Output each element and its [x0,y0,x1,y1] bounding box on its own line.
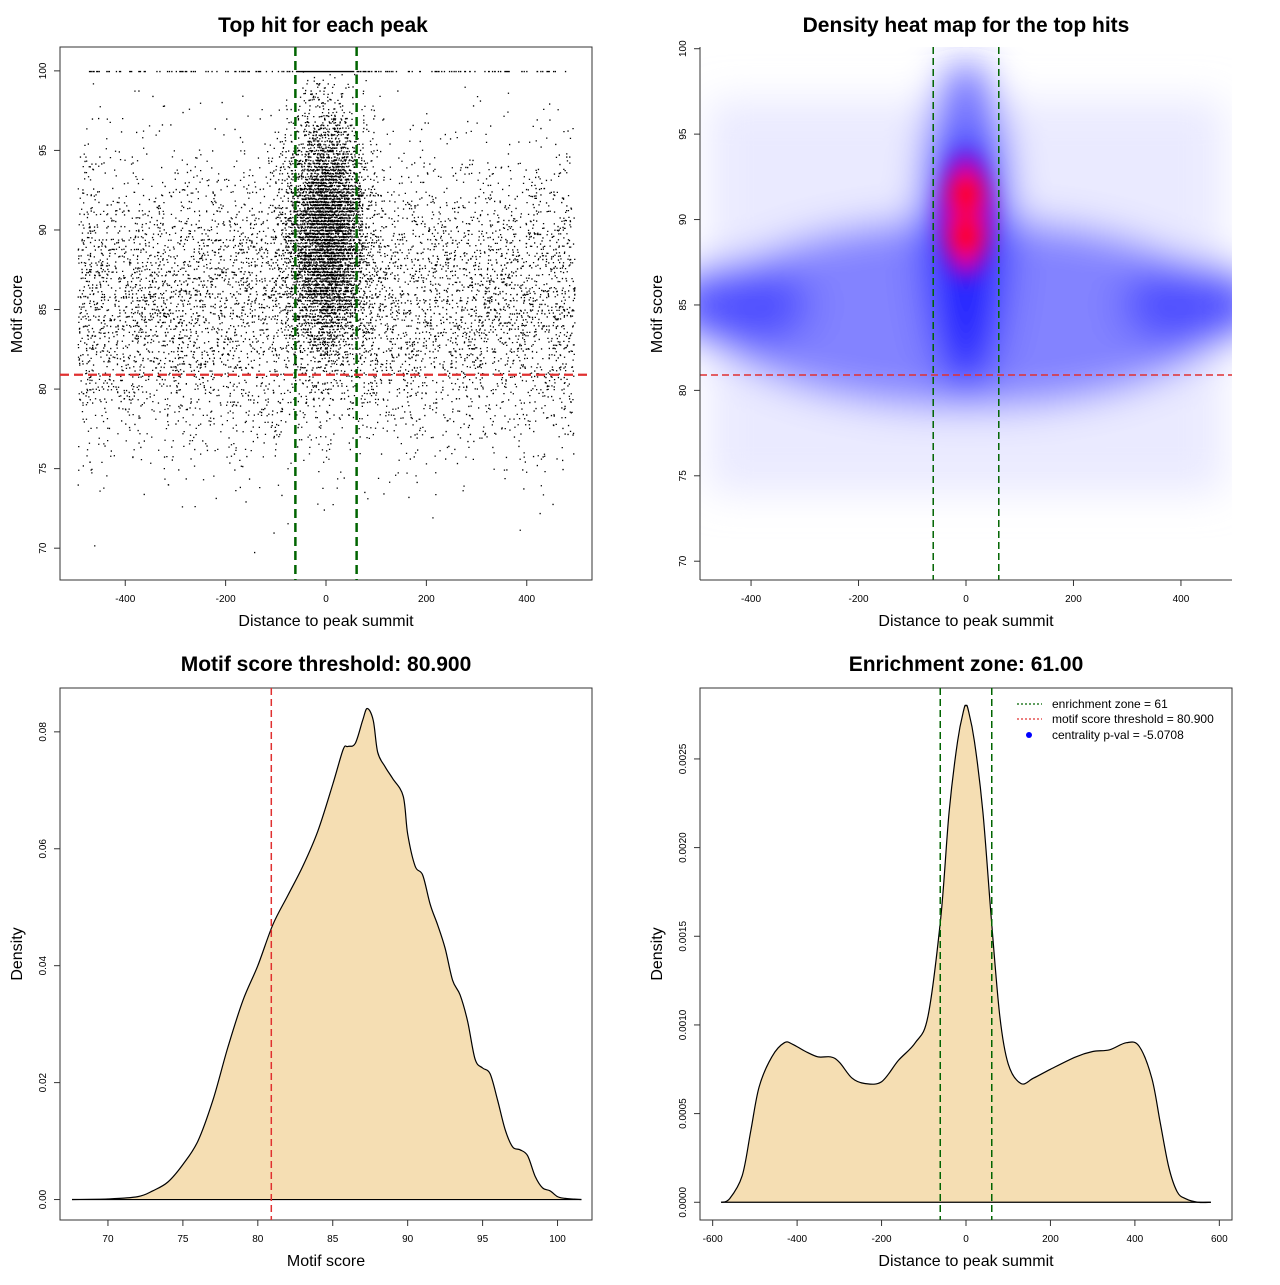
score-density-xtick-label: 100 [549,1234,566,1245]
score-density-ytick-label: 0.02 [38,1072,49,1092]
distance-density-line [720,704,1211,1204]
legend-enrichment-label: enrichment zone = 61 [1052,697,1168,711]
score-density-line [71,707,582,1201]
score-density-area [72,708,582,1200]
scatter-y-label: Motif score [9,275,26,353]
heatmap-xtick-label: -400 [741,594,761,605]
heat-side-peak [1121,264,1232,345]
score-density-x-axis: 70 75 80 85 90 95 100 [102,1220,566,1245]
legend: enrichment zone = 61 motif score thresho… [1017,697,1214,742]
heat-hot-peak [948,171,984,216]
distance-density-xtick-label: 400 [1127,1234,1144,1245]
distance-density-xtick-label: -200 [872,1234,892,1245]
scatter-xtick-label: -200 [216,594,236,605]
heatmap-ytick-label: 100 [678,40,689,57]
heatmap-ytick-label: 90 [678,214,689,226]
distance-density-ytick-label: 0.0005 [678,1098,689,1129]
scatter-points [77,70,576,554]
heatmap-density [700,47,1232,580]
heatmap-xtick-label: -200 [849,594,869,605]
scatter-ytick-label: 90 [38,224,49,236]
distance-density-ytick-label: 0.0010 [678,1009,689,1040]
scatter-reference-lines [60,47,592,580]
heatmap-x-axis: -400 -200 0 200 400 [741,580,1190,605]
heatmap-xtick-label: 0 [963,594,969,605]
scatter-ytick-label: 85 [38,304,49,316]
distance-density-area [721,705,1211,1203]
scatter-x-label: Distance to peak summit [238,613,414,630]
heat-center-top [942,89,990,146]
scatter-xtick-label: 400 [518,594,535,605]
scatter-xtick-label: 0 [323,594,329,605]
distance-density-title: Enrichment zone: 61.00 [849,653,1084,676]
score-density-y-label: Density [9,927,26,980]
heatmap-xtick-label: 200 [1065,594,1082,605]
heatmap-ytick-label: 80 [678,384,689,396]
heatmap-reference-lines [700,47,1232,580]
heatmap-ytick-label: 70 [678,555,689,567]
heatmap-ytick-label: 85 [678,299,689,311]
distance-density-ytick-label: 0.0020 [678,832,689,863]
score-density-title: Motif score threshold: 80.900 [181,653,472,676]
heatmap-y-label: Motif score [649,275,666,353]
scatter-xtick-label: 200 [418,594,435,605]
heat-hot-peak [948,214,984,259]
distance-density-curve [720,688,1211,1220]
distance-density-x-axis: -600 -400 -200 0 200 400 600 [703,1220,1228,1245]
scatter-ytick-label: 75 [38,463,49,475]
score-density-x-label: Motif score [287,1253,365,1270]
scatter-ytick-label: 70 [38,542,49,554]
distance-density-ytick-label: 0.0000 [678,1187,689,1218]
legend-pval-swatch [1026,732,1032,738]
heatmap-x-label: Distance to peak summit [878,613,1054,630]
legend-pval-label: centrality p-val = -5.0708 [1052,728,1184,742]
distance-density-y-axis: 0.0000 0.0005 0.0010 0.0015 0.0020 0.0025 [678,743,700,1218]
distance-density-ytick-label: 0.0015 [678,921,689,952]
distance-density-xtick-label: 600 [1211,1234,1228,1245]
distance-density-xtick-label: -400 [787,1234,807,1245]
score-density-xtick-label: 95 [477,1234,489,1245]
distance-density-xtick-label: 0 [963,1234,969,1245]
distance-density-x-label: Distance to peak summit [878,1253,1054,1270]
heatmap-xtick-label: 400 [1173,594,1190,605]
score-density-xtick-label: 90 [402,1234,414,1245]
score-density-xtick-label: 75 [177,1234,189,1245]
score-density-xtick-label: 85 [327,1234,339,1245]
distance-density-xtick-label: 200 [1042,1234,1059,1245]
scatter-plot-area [59,46,593,581]
score-density-ytick-label: 0.04 [38,956,49,976]
heatmap-title: Density heat map for the top hits [803,14,1130,37]
score-density-ytick-label: 0.00 [38,1189,49,1209]
score-density-y-axis: 0.00 0.02 0.04 0.06 0.08 [38,722,60,1209]
score-density-xtick-label: 80 [252,1234,264,1245]
distance-density-y-label: Density [649,927,666,980]
heatmap-ytick-label: 95 [678,128,689,140]
scatter-title: Top hit for each peak [218,14,428,37]
scatter-x-axis: -400 -200 0 200 400 [115,580,536,605]
score-density-ytick-label: 0.06 [38,839,49,859]
heatmap-panel: Density heat map for the top hits -400 -2… [649,14,1232,630]
score-density-xtick-label: 70 [102,1234,114,1245]
scatter-ytick-label: 80 [38,383,49,395]
scatter-xtick-label: -400 [115,594,135,605]
heat-side-peak [700,264,811,345]
heatmap-ytick-label: 75 [678,470,689,482]
distance-density-panel: Enrichment zone: 61.00 -600 -400 -200 0 200 4… [649,653,1233,1270]
distance-density-xtick-label: -600 [703,1234,723,1245]
scatter-ytick-label: 100 [38,62,49,79]
legend-threshold-label: motif score threshold = 80.900 [1052,712,1214,726]
scatter-panel: Top hit for each peak -400 -200 0 200 400 70… [9,14,593,630]
score-density-curve [71,688,582,1220]
heatmap-y-axis: 70 75 80 85 90 95 100 [678,40,700,567]
scatter-point-cloud [77,70,576,554]
scatter-y-axis: 70 75 80 85 90 95 100 [38,62,60,554]
scatter-ytick-label: 95 [38,144,49,156]
distance-density-ytick-label: 0.0025 [678,743,689,774]
score-density-ytick-label: 0.08 [38,722,49,742]
score-density-panel: Motif score threshold: 80.900 70 75 80 85 90… [9,653,593,1270]
